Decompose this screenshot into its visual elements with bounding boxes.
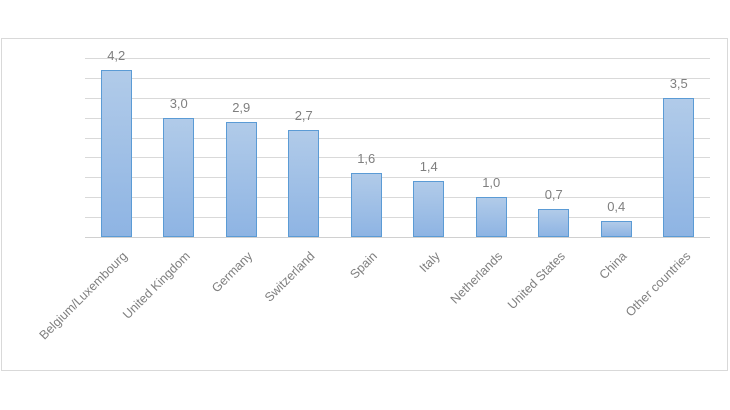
bar-italy xyxy=(413,181,445,237)
bar-germany xyxy=(225,121,257,237)
data-label: 4,2 xyxy=(107,47,126,63)
bar-spain xyxy=(350,173,382,237)
plot-area: 4,2 3,0 2,9 2,7 1,6 1,4 1,0 0,7 0,4 3,5 xyxy=(85,48,710,238)
gridline xyxy=(85,97,710,99)
gridline xyxy=(85,217,710,219)
gridline xyxy=(85,197,710,199)
gridline xyxy=(85,137,710,139)
bar-other-countries xyxy=(663,97,695,237)
gridline xyxy=(85,177,710,179)
data-label: 1,4 xyxy=(419,159,438,175)
bar-united-states xyxy=(538,209,570,237)
gridline xyxy=(85,157,710,159)
data-label: 3,0 xyxy=(169,95,188,111)
gridline xyxy=(85,117,710,119)
bar-netherlands xyxy=(475,197,507,237)
bar-united-kingdom xyxy=(163,117,195,237)
data-label: 0,4 xyxy=(607,199,626,215)
data-label: 3,5 xyxy=(669,75,688,91)
data-label: 2,7 xyxy=(294,107,313,123)
data-label: 2,9 xyxy=(232,99,251,115)
gridline xyxy=(85,58,710,59)
data-label: 1,6 xyxy=(357,151,376,167)
gridline xyxy=(85,77,710,79)
data-label: 0,7 xyxy=(544,187,563,203)
bar-china xyxy=(600,221,632,237)
bar-belgium-luxembourg xyxy=(100,69,132,237)
data-label: 1,0 xyxy=(482,175,501,191)
bar-switzerland xyxy=(288,129,320,237)
x-axis-baseline xyxy=(85,237,710,238)
